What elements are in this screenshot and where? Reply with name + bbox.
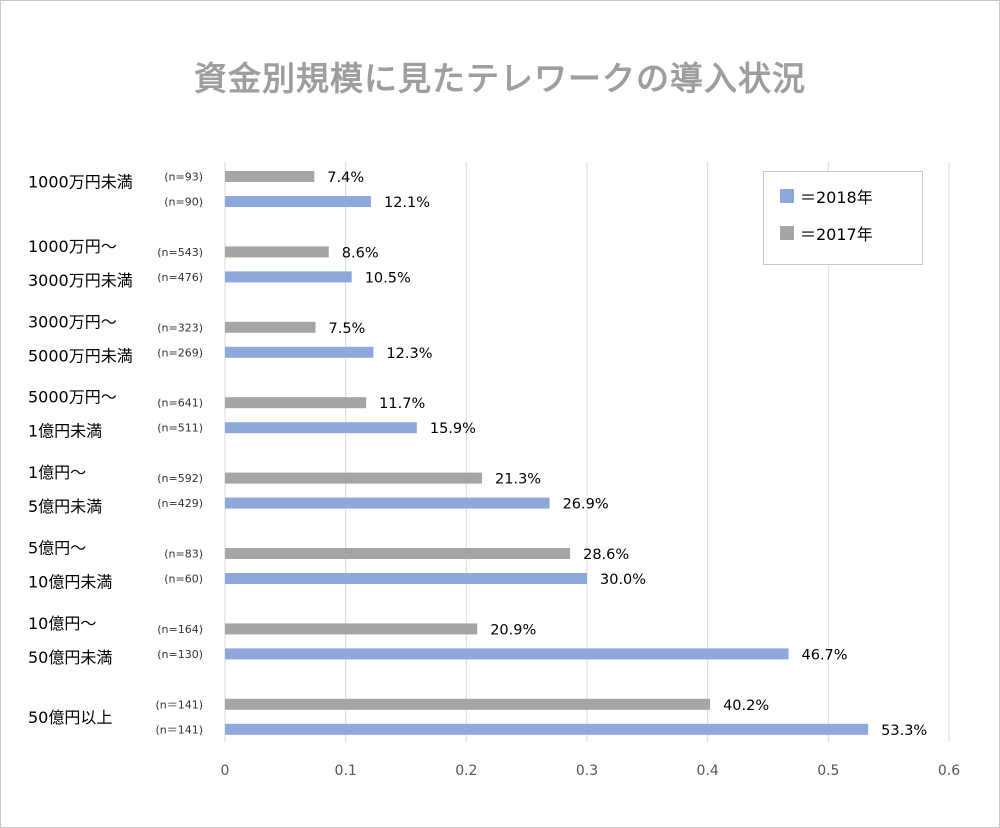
data-label-2018: 10.5% <box>365 270 411 286</box>
n-label-2018: (n=90) <box>164 196 203 209</box>
x-tick-label: 0.1 <box>335 763 357 779</box>
data-label-2017: 21.3% <box>495 472 541 488</box>
data-label-2017: 7.4% <box>327 170 364 186</box>
bar-2017 <box>225 548 571 559</box>
n-label-2017: (n=83) <box>164 548 203 561</box>
legend-label-2017: ＝2017年 <box>800 225 873 244</box>
category-label-line2: 50億円未満 <box>28 648 112 667</box>
bar-2017 <box>225 397 367 409</box>
legend-item-2018: ＝2018年 <box>780 186 873 207</box>
category-label-line1: 5億円～ <box>28 539 86 558</box>
bar-2017 <box>225 472 483 484</box>
legend-item-2017: ＝2017年 <box>780 223 873 244</box>
bar-2017 <box>225 171 315 182</box>
category-label-line2: 3000万円未満 <box>28 271 133 290</box>
legend: ＝2018年 ＝2017年 <box>763 171 923 265</box>
n-label-2018: (n=511) <box>157 422 203 435</box>
category-label-line2: 1億円未満 <box>28 422 102 441</box>
category-label-line2: 5億円未満 <box>28 497 102 516</box>
data-label-2017: 28.6% <box>583 547 629 563</box>
n-label-2018: (n=60) <box>164 573 203 586</box>
n-label-2017: (n=543) <box>157 246 203 259</box>
n-label-2017: (n=323) <box>157 321 203 334</box>
category-label-line1: 1000万円～ <box>28 237 117 256</box>
data-label-2018: 46.7% <box>802 647 848 663</box>
n-label-2018: (n=476) <box>157 271 203 284</box>
n-label-2017: (n=93) <box>164 171 203 184</box>
n-label-2018: (n=269) <box>157 346 203 359</box>
bar-2017 <box>225 321 316 333</box>
category-label-line2: 10億円未満 <box>28 573 112 592</box>
bar-2018 <box>225 422 417 434</box>
data-label-2018: 30.0% <box>600 572 646 588</box>
x-tick-label: 0.5 <box>817 763 839 779</box>
data-label-2017: 7.5% <box>329 321 366 337</box>
data-label-2018: 15.9% <box>430 421 476 437</box>
n-label-2017: (n=164) <box>157 623 203 636</box>
data-label-2017: 20.9% <box>490 622 536 638</box>
category-label: 50億円以上 <box>28 708 112 727</box>
n-label-2018: (n=130) <box>157 648 203 661</box>
category-label-line1: 5000万円～ <box>28 388 117 407</box>
n-label-2017: (n＝141) <box>155 698 203 711</box>
data-label-2018: 12.3% <box>386 346 432 362</box>
x-tick-label: 0 <box>221 763 230 779</box>
legend-swatch-2018 <box>780 189 794 203</box>
n-label-2017: (n=641) <box>157 397 203 410</box>
n-label-2018: (n＝141) <box>155 723 203 736</box>
n-label-2018: (n=429) <box>157 497 203 510</box>
data-label-2018: 12.1% <box>384 195 430 211</box>
category-label-line1: 3000万円～ <box>28 312 117 331</box>
bar-2017 <box>225 698 711 710</box>
bar-2018 <box>225 723 869 735</box>
category-label-line2: 5000万円未満 <box>28 346 133 365</box>
bar-2018 <box>225 196 372 207</box>
bar-2018 <box>225 648 789 660</box>
bar-2018 <box>225 271 352 283</box>
data-label-2018: 26.9% <box>563 497 609 513</box>
bar-2018 <box>225 346 374 358</box>
category-label-line1: 10億円～ <box>28 614 96 633</box>
x-tick-label: 0.3 <box>576 763 598 779</box>
data-label-2018: 53.3% <box>881 723 927 739</box>
chart-title: 資金別規模に見たテレワークの導入状況 <box>194 59 806 98</box>
bar-2017 <box>225 623 478 635</box>
category-label-line1: 1億円～ <box>28 463 86 482</box>
legend-label-2018: ＝2018年 <box>800 188 873 207</box>
data-label-2017: 40.2% <box>723 698 769 714</box>
bar-2018 <box>225 573 587 584</box>
x-tick-label: 0.6 <box>938 763 960 779</box>
category-label: 1000万円未満 <box>28 173 133 192</box>
data-label-2017: 11.7% <box>379 396 425 412</box>
data-label-2017: 8.6% <box>342 245 379 261</box>
x-tick-label: 0.2 <box>455 763 477 779</box>
n-label-2017: (n=592) <box>157 472 203 485</box>
bar-2018 <box>225 497 550 509</box>
x-tick-label: 0.4 <box>697 763 719 779</box>
bar-2017 <box>225 246 329 258</box>
legend-swatch-2017 <box>780 226 794 240</box>
